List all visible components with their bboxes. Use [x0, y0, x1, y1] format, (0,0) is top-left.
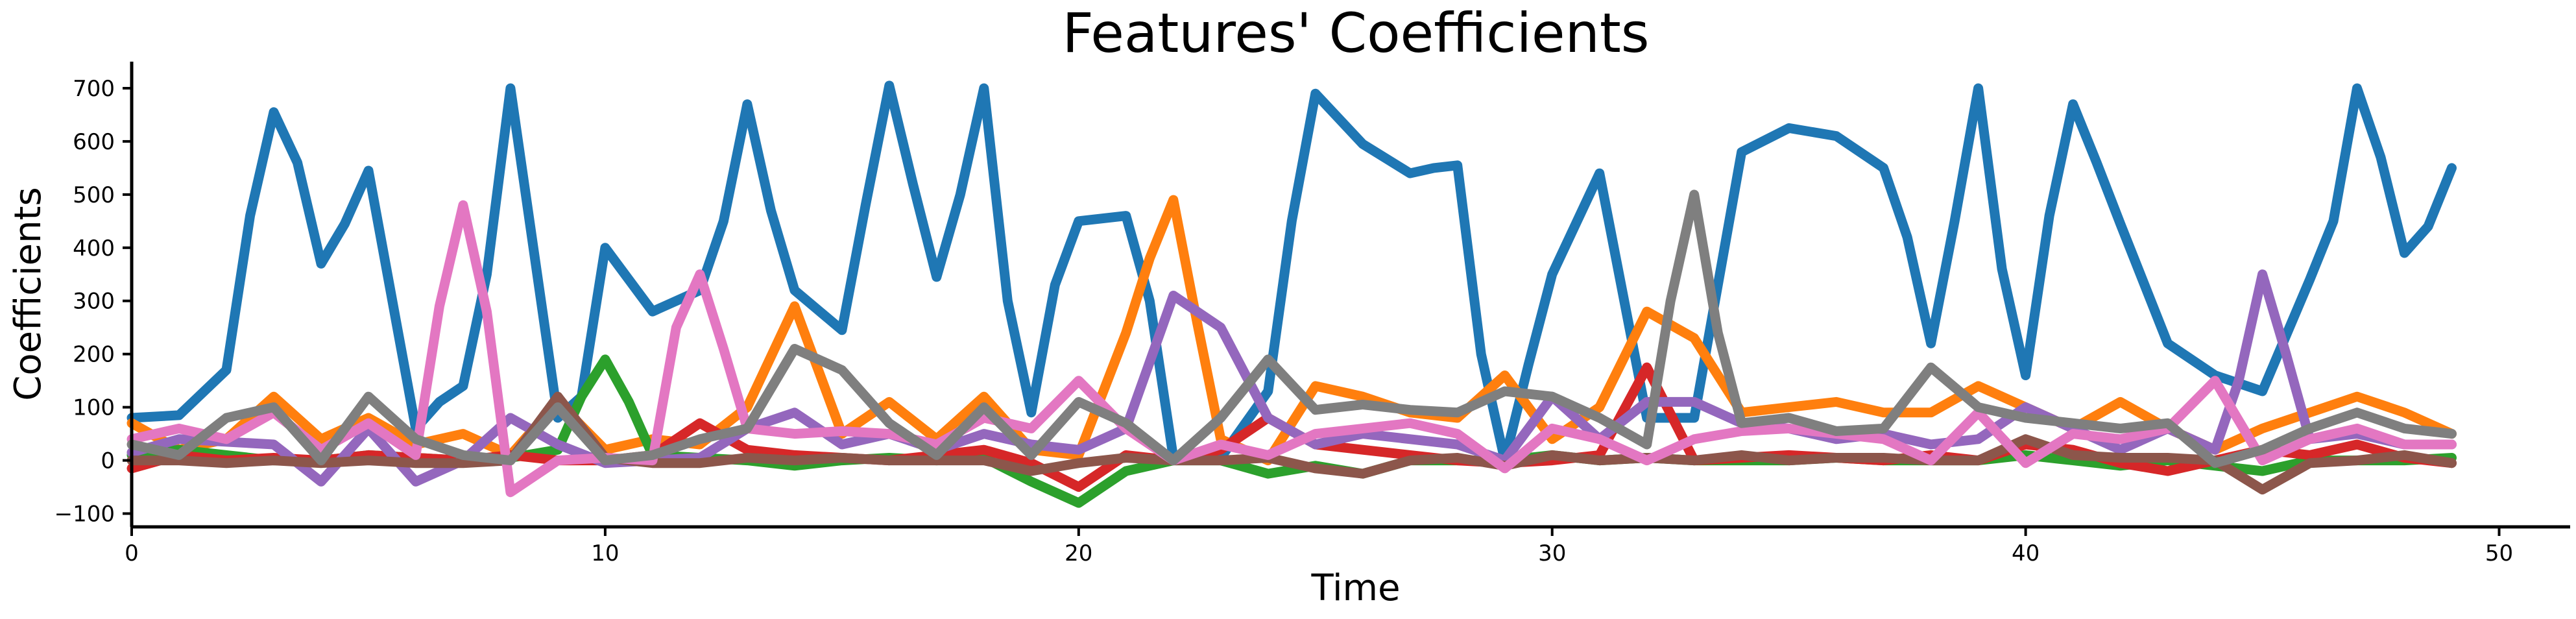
x-axis-label: Time [1310, 567, 1400, 609]
y-tick-label: 600 [73, 129, 115, 155]
series-line-7 [126, 200, 2457, 498]
x-tick-label: 30 [1538, 540, 1566, 566]
y-tick-label: 700 [73, 76, 115, 102]
y-tick-label: 0 [101, 448, 115, 474]
series-line-8 [126, 189, 2457, 468]
chart-title: Features' Coefficients [1062, 1, 1649, 65]
series-line-1 [126, 80, 2457, 466]
y-tick-label: 200 [73, 342, 115, 368]
x-tick-label: 50 [2485, 540, 2513, 566]
series-layer [126, 80, 2457, 508]
y-tick-label: 100 [73, 395, 115, 421]
y-tick-label: 400 [73, 236, 115, 261]
y-tick-label: 300 [73, 289, 115, 315]
x-ticks: 0 10 20 30 40 50 [125, 527, 2513, 566]
x-tick-label: 20 [1065, 540, 1092, 566]
x-tick-label: 0 [125, 540, 139, 566]
y-axis-label: Coefficients [7, 187, 49, 400]
x-tick-label: 40 [2012, 540, 2040, 566]
y-tick-label: 500 [73, 182, 115, 208]
y-ticks: −100 0 100 200 300 400 500 600 700 [54, 76, 132, 528]
y-tick-label: −100 [54, 502, 115, 528]
x-tick-label: 10 [591, 540, 619, 566]
